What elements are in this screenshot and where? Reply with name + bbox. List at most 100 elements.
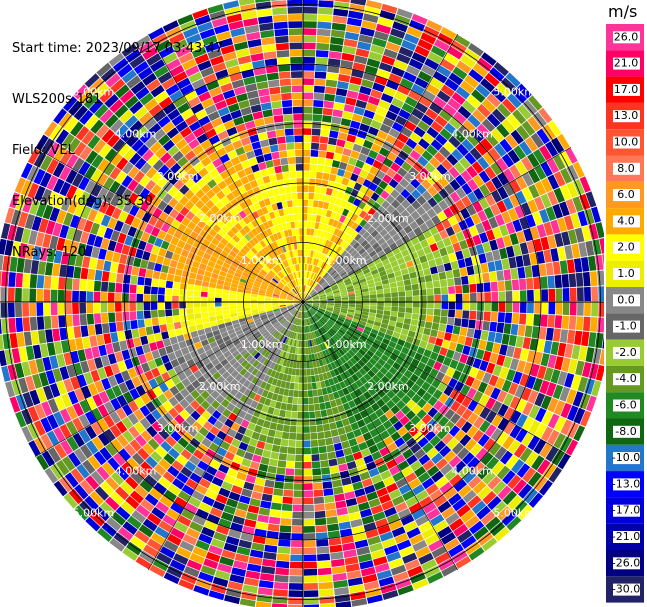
velocity-gate [322, 316, 328, 322]
velocity-gate [248, 556, 263, 566]
velocity-gate [72, 278, 80, 291]
velocity-gate [413, 226, 423, 236]
velocity-gate [519, 216, 530, 230]
velocity-gate [308, 192, 315, 200]
velocity-gate [134, 157, 147, 170]
velocity-gate [276, 379, 282, 388]
velocity-gate [238, 281, 246, 287]
velocity-gate [224, 594, 240, 605]
velocity-gate [266, 311, 274, 316]
velocity-gate [306, 286, 310, 293]
velocity-gate [450, 412, 461, 425]
velocity-gate [253, 202, 261, 211]
velocity-gate [97, 367, 107, 380]
velocity-gate [329, 281, 336, 287]
velocity-gate [44, 316, 52, 330]
velocity-gate [591, 286, 599, 302]
velocity-gate [292, 309, 298, 316]
velocity-gate [559, 436, 573, 453]
velocity-gate [347, 309, 355, 313]
velocity-gate [180, 233, 189, 243]
velocity-gate [365, 406, 375, 416]
velocity-gate [349, 239, 357, 247]
velocity-gate [285, 236, 291, 244]
velocity-gate [338, 521, 351, 530]
velocity-gate [359, 385, 368, 394]
velocity-gate [142, 343, 151, 354]
velocity-gate [551, 449, 565, 466]
velocity-gate [565, 198, 577, 215]
velocity-gate [379, 254, 388, 262]
velocity-gate [550, 248, 560, 262]
velocity-gate [438, 404, 450, 416]
velocity-gate [312, 303, 320, 306]
velocity-gate [214, 24, 230, 35]
velocity-gate [122, 283, 130, 293]
velocity-gate [79, 146, 93, 161]
velocity-gate [229, 305, 237, 310]
velocity-gate [144, 277, 152, 286]
velocity-gate [386, 482, 399, 494]
velocity-gate [223, 434, 234, 445]
velocity-gate [303, 292, 306, 300]
velocity-gate [220, 215, 230, 225]
velocity-gate [221, 224, 230, 234]
velocity-gate [293, 497, 303, 505]
velocity-gate [263, 551, 277, 560]
velocity-gate [251, 141, 262, 150]
velocity-gate [293, 483, 303, 490]
velocity-gate [303, 14, 318, 21]
velocity-gate [339, 199, 348, 208]
velocity-gate [135, 556, 152, 570]
velocity-gate [273, 292, 280, 296]
velocity-gate [421, 527, 437, 540]
velocity-gate [462, 100, 476, 114]
velocity-gate [294, 303, 301, 307]
velocity-gate [303, 404, 309, 412]
velocity-gate [331, 406, 339, 415]
velocity-gate [319, 304, 327, 307]
velocity-gate [284, 268, 289, 275]
velocity-gate [522, 401, 534, 416]
velocity-gate [340, 59, 354, 69]
velocity-gate [253, 267, 261, 274]
velocity-gate [334, 298, 341, 301]
velocity-gate [533, 238, 543, 252]
velocity-gate [328, 537, 342, 546]
velocity-gate [166, 273, 175, 282]
velocity-gate [59, 224, 70, 239]
velocity-gate [153, 109, 167, 123]
velocity-gate [168, 174, 180, 186]
velocity-gate [453, 161, 466, 174]
velocity-gate [247, 422, 256, 431]
velocity-gate [172, 39, 188, 52]
velocity-gate [85, 516, 101, 532]
velocity-gate [200, 66, 215, 78]
velocity-gate [460, 54, 476, 68]
velocity-gate [363, 298, 370, 302]
velocity-gate [109, 424, 122, 438]
velocity-gate [32, 344, 42, 359]
velocity-gate [351, 277, 359, 283]
velocity-gate [352, 354, 361, 362]
velocity-gate [216, 31, 232, 42]
velocity-gate [434, 257, 444, 266]
velocity-gate [304, 311, 307, 319]
velocity-gate [472, 200, 483, 213]
velocity-gate [355, 370, 363, 379]
velocity-gate [303, 518, 315, 526]
velocity-gate [429, 225, 439, 236]
velocity-gate [441, 506, 456, 520]
velocity-gate [311, 307, 317, 312]
velocity-gate [226, 242, 234, 250]
velocity-gate [499, 247, 508, 260]
velocity-gate [105, 476, 120, 491]
velocity-gate [471, 255, 480, 266]
velocity-gate [232, 455, 244, 465]
velocity-gate [286, 314, 292, 320]
velocity-gate [438, 188, 449, 200]
velocity-gate [496, 237, 506, 249]
velocity-gate [322, 246, 327, 254]
velocity-gate [343, 104, 355, 113]
velocity-gate [340, 250, 348, 258]
